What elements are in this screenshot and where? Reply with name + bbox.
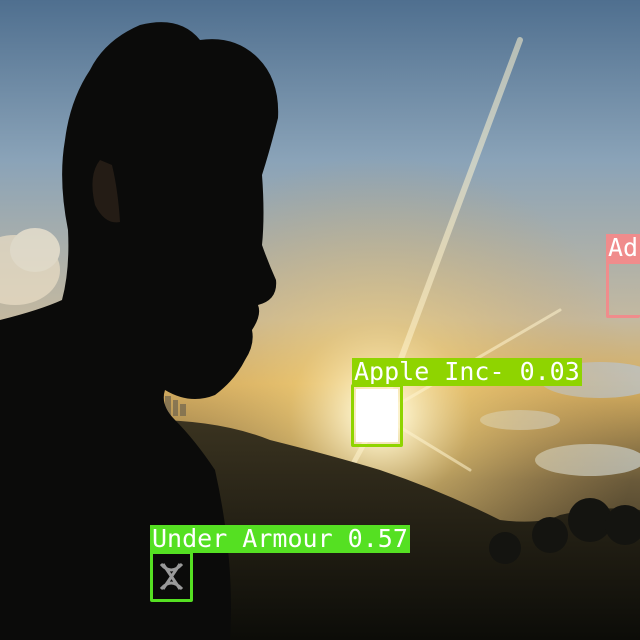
- city-skyline: [165, 396, 186, 416]
- detection-box: [351, 384, 403, 447]
- under-armour-logo-icon: [159, 562, 184, 591]
- apple-logo-blob: [356, 389, 398, 442]
- ear-highlight: [92, 160, 120, 223]
- detection-box: [606, 261, 640, 318]
- detection-box: [150, 551, 193, 602]
- detection-label: Ad: [606, 233, 640, 262]
- detection-label: Apple Inc- 0.03: [352, 357, 582, 386]
- man-silhouette: [0, 22, 279, 640]
- trees: [489, 498, 640, 564]
- detection-label: Under Armour 0.57: [150, 524, 410, 553]
